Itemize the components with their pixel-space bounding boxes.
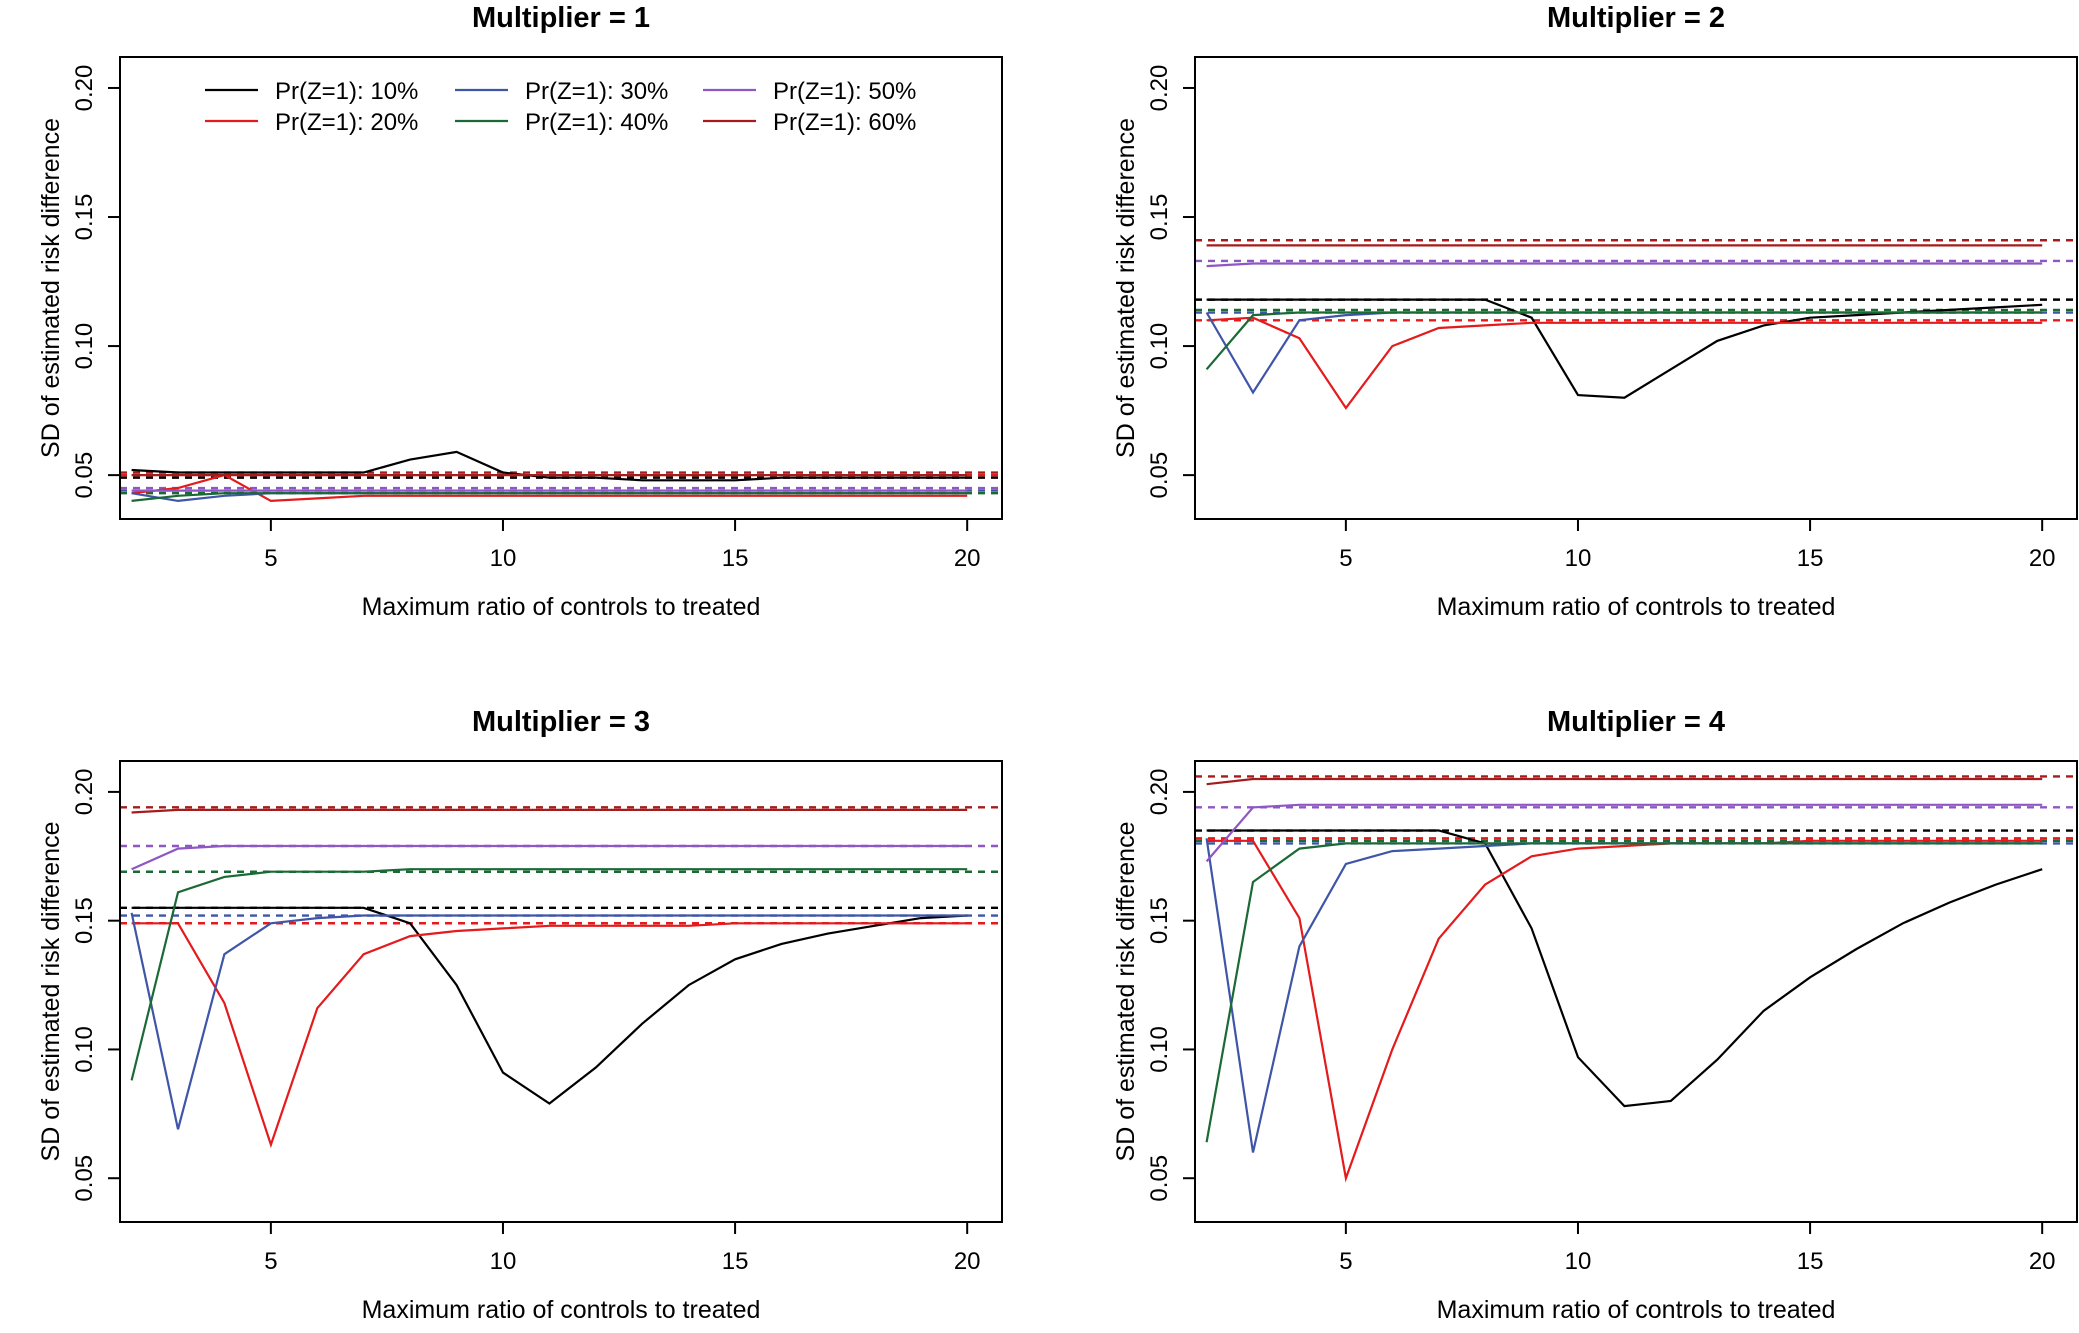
series-line [1206,316,2043,410]
plot-area [120,806,1002,1149]
panel-title: Multiplier = 3 [472,706,650,738]
y-axis-label: SD of estimated risk difference [37,822,65,1162]
y-tick-label: 0.10 [1146,1026,1173,1073]
legend: Pr(Z=1): 10% Pr(Z=1): 20% Pr(Z=1): 30% Pr(Z… [205,78,916,136]
y-tick-label: 0.05 [1146,452,1173,499]
legend-label: Pr(Z=1): 60% [773,109,916,136]
x-tick-label: 15 [722,1248,749,1275]
plot-frame [119,760,1003,1223]
series-line [131,906,968,1105]
y-axis-label: SD of estimated risk difference [1112,118,1140,458]
plot-area [120,450,1002,503]
series-line [131,808,968,814]
y-tick-label: 0.20 [1146,65,1173,112]
legend-label: Pr(Z=1): 20% [275,109,418,136]
y-tick-label: 0.20 [1146,769,1173,816]
x-tick-label: 5 [1339,1248,1352,1275]
series-line [1205,311,2043,395]
x-tick-label: 5 [1339,545,1352,572]
y-tick-label: 0.20 [71,65,98,112]
plot-area [1195,239,2077,410]
legend-label: Pr(Z=1): 10% [275,78,418,105]
x-tick-label: 10 [490,1248,517,1275]
y-axis-label: SD of estimated risk difference [37,118,65,458]
series-line [131,473,968,503]
y-tick-label: 0.05 [1146,1155,1173,1202]
x-tick-label: 20 [2029,1248,2056,1275]
panel-1: Multiplier = 1 5 10 15 20 Maximum ratio of co… [37,2,1003,621]
panel-title: Multiplier = 4 [1547,706,1725,738]
x-tick-label: 15 [1797,545,1824,572]
series-line [1206,839,2043,1183]
x-tick-label: 20 [954,545,981,572]
series-line [1206,829,2043,1108]
series-line [1205,311,2043,371]
series-line [131,450,968,482]
series-line [1205,842,2043,1143]
series-line [1206,298,2043,399]
x-tick-label: 20 [954,1248,981,1275]
y-tick-label: 0.15 [71,194,98,241]
x-tick-label: 15 [1797,1248,1824,1275]
x-tick-label: 10 [490,545,517,572]
series-line [1205,803,2043,863]
series-line [131,492,968,502]
plot-frame [1194,56,2078,520]
x-tick-label: 20 [2029,545,2056,572]
x-tick-label: 15 [722,545,749,572]
y-tick-label: 0.15 [1146,897,1173,944]
panel-title: Multiplier = 2 [1547,2,1725,34]
y-tick-label: 0.10 [71,323,98,370]
series-line [1206,777,2043,786]
y-tick-label: 0.15 [1146,194,1173,241]
series-line [131,844,968,871]
y-axis-label: SD of estimated risk difference [1112,822,1140,1162]
plot-area [1195,775,2077,1183]
x-axis-label: Maximum ratio of controls to treated [362,1296,761,1324]
y-tick-label: 0.10 [71,1026,98,1073]
y-tick-label: 0.10 [1146,323,1173,370]
x-tick-label: 10 [1565,545,1592,572]
y-tick-label: 0.05 [71,1155,98,1202]
legend-label: Pr(Z=1): 30% [525,78,668,105]
x-axis-label: Maximum ratio of controls to treated [362,593,761,621]
y-tick-label: 0.20 [71,769,98,816]
x-axis-label: Maximum ratio of controls to treated [1437,1296,1836,1324]
panel-2: Multiplier = 2 5 10 15 20 Maximum ratio of co… [1112,2,2078,621]
y-tick-label: 0.05 [71,452,98,499]
panel-4: Multiplier = 4 5 10 15 20 Maximum ratio of co… [1112,706,2078,1324]
series-line [131,922,968,1149]
legend-label: Pr(Z=1): 40% [525,109,668,136]
x-tick-label: 5 [264,1248,277,1275]
x-tick-label: 5 [264,545,277,572]
x-axis-label: Maximum ratio of controls to treated [1437,593,1836,621]
panel-title: Multiplier = 1 [472,2,650,34]
series-line [130,912,968,1130]
series-line [1206,262,2043,268]
series-line [130,868,968,1081]
y-tick-label: 0.15 [71,897,98,944]
panel-3: Multiplier = 3 5 10 15 20 Maximum ratio of co… [37,706,1003,1324]
x-tick-label: 10 [1565,1248,1592,1275]
legend-label: Pr(Z=1): 50% [773,78,916,105]
